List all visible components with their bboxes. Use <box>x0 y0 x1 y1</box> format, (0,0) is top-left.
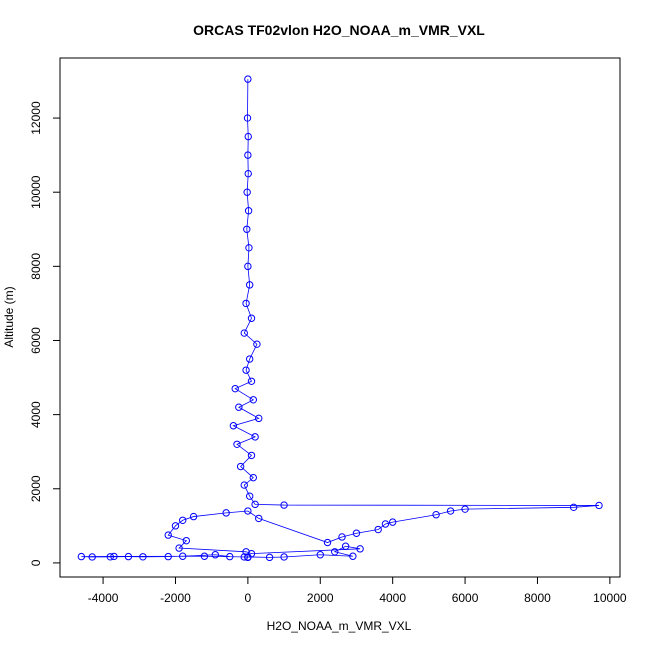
data-point <box>251 433 259 441</box>
data-point <box>461 505 469 513</box>
data-point <box>245 355 254 363</box>
y-tick-label: 6000 <box>29 327 43 354</box>
data-point <box>240 553 248 561</box>
data-point <box>374 525 382 534</box>
data-point <box>226 552 234 561</box>
data-point <box>331 548 339 556</box>
data-line <box>81 79 600 558</box>
x-tick-label: 0 <box>245 591 252 605</box>
data-point <box>88 553 96 561</box>
y-tick-label: 12000 <box>29 101 43 135</box>
data-point <box>432 511 440 519</box>
data-point <box>265 553 274 562</box>
data-point <box>243 188 251 196</box>
data-point <box>189 512 198 521</box>
data-point <box>77 552 86 561</box>
data-point <box>244 151 252 159</box>
data-point <box>211 551 219 559</box>
data-point <box>243 225 251 233</box>
data-point <box>242 548 250 556</box>
data-point <box>164 552 172 561</box>
data-point <box>139 553 147 561</box>
data-point <box>236 462 245 471</box>
chart-title: ORCAS TF02vlon H2O_NOAA_m_VMR_VXL <box>193 22 485 38</box>
data-point <box>349 552 357 560</box>
data-point <box>247 377 256 385</box>
x-tick-label: 2000 <box>307 591 334 605</box>
data-point <box>253 340 261 348</box>
x-tick-label: 6000 <box>452 591 479 605</box>
data-point <box>255 514 263 523</box>
plot-frame <box>59 57 621 578</box>
data-point <box>323 538 332 547</box>
data-point <box>240 481 248 489</box>
data-point <box>280 501 288 509</box>
data-point <box>251 500 259 509</box>
x-tick-label: 8000 <box>524 591 551 605</box>
y-axis-label: Altitude (m) <box>2 286 16 347</box>
y-tick-label: 2000 <box>29 475 43 502</box>
data-point <box>164 531 172 539</box>
data-point <box>381 520 390 528</box>
data-point <box>244 169 252 178</box>
data-point <box>244 207 253 215</box>
data-point <box>242 299 250 308</box>
data-point <box>171 522 180 530</box>
data-point <box>249 396 258 404</box>
x-tick-label: 10000 <box>593 591 627 605</box>
data-point <box>249 473 258 482</box>
data-point <box>124 552 133 561</box>
data-point <box>244 262 252 271</box>
data-point <box>240 329 248 337</box>
y-tick-label: 8000 <box>29 253 43 280</box>
x-axis-label: H2O_NOAA_m_VMR_VXL <box>267 619 412 633</box>
data-point <box>569 503 578 512</box>
y-tick-label: 0 <box>29 559 43 566</box>
data-point <box>247 451 256 460</box>
y-tick-label: 10000 <box>29 175 43 209</box>
data-point <box>175 544 183 552</box>
x-tick-label: -4000 <box>88 591 119 605</box>
data-point <box>245 492 254 500</box>
data-point <box>222 509 230 517</box>
data-point <box>243 114 252 122</box>
data-point <box>595 501 603 510</box>
data-point <box>200 552 209 560</box>
data-point <box>245 244 253 252</box>
data-point <box>106 553 115 561</box>
data-point <box>356 545 364 553</box>
data-point <box>388 518 397 526</box>
x-tick-label: -2000 <box>160 591 191 605</box>
data-point <box>179 516 187 524</box>
data-point <box>244 75 252 83</box>
data-point <box>182 536 191 545</box>
data-point <box>242 366 250 374</box>
x-tick-label: 4000 <box>379 591 406 605</box>
data-point <box>352 529 361 537</box>
y-tick-label: 4000 <box>29 401 43 428</box>
data-point <box>255 414 263 423</box>
data-point <box>233 440 241 448</box>
data-point <box>179 552 187 560</box>
data-point <box>229 422 238 430</box>
data-point <box>245 281 254 289</box>
data-point <box>316 551 324 559</box>
data-point <box>446 507 455 515</box>
data-point <box>341 542 350 550</box>
data-point <box>244 132 252 141</box>
data-point <box>338 533 346 541</box>
data-point <box>231 384 239 393</box>
data-point <box>247 314 256 322</box>
data-point <box>235 403 243 411</box>
data-point <box>280 553 288 561</box>
data-point <box>244 507 252 515</box>
data-point <box>110 552 118 561</box>
